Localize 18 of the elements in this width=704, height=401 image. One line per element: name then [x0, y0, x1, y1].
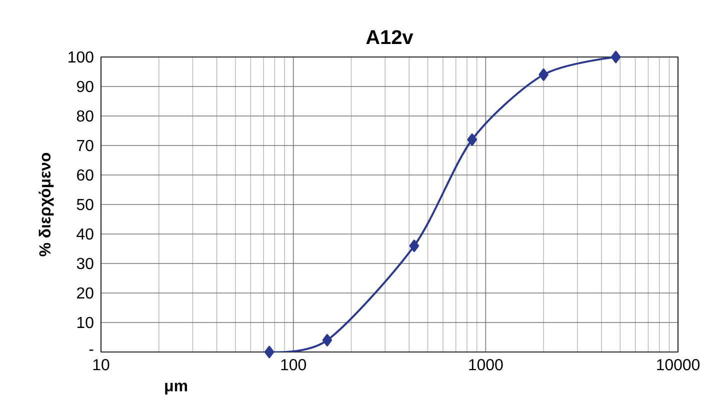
y-tick-label: 90 [76, 80, 94, 92]
x-tick-label: 1000 [469, 359, 503, 370]
x-tick-label: 100 [281, 359, 306, 370]
y-tick-label: 40 [76, 228, 94, 240]
y-tick-label: 10 [77, 316, 94, 328]
chart-title: A12v [366, 30, 414, 44]
y-tick-label: 80 [76, 110, 94, 122]
x-tick-label: 10 [93, 359, 110, 370]
y-tick-label: 20 [77, 287, 94, 299]
y-axis-title: % διερχόμενο [38, 152, 54, 256]
x-axis-title: μm [165, 382, 187, 394]
y-tick-label: - [89, 350, 94, 351]
x-tick-label: 10000 [657, 359, 700, 370]
y-tick-label: 70 [77, 140, 94, 152]
y-tick-label: 50 [76, 198, 94, 210]
y-tick-label: 100 [68, 51, 94, 63]
y-tick-label: 30 [76, 258, 94, 270]
y-tick-label: 60 [77, 169, 94, 181]
